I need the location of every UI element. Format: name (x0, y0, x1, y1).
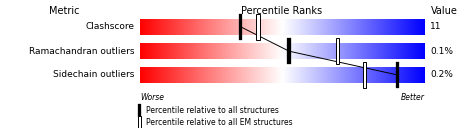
Text: Metric: Metric (49, 6, 79, 16)
Text: Worse: Worse (140, 93, 164, 102)
Text: 0.1%: 0.1% (430, 47, 453, 56)
Bar (138, 116, 141, 128)
Bar (239, 14, 243, 40)
Bar (336, 38, 339, 64)
Text: Clashscore: Clashscore (85, 22, 134, 31)
Text: Ramachandran outliers: Ramachandran outliers (28, 47, 134, 56)
Text: 11: 11 (430, 22, 441, 31)
Text: Value: Value (430, 6, 457, 16)
Bar (363, 62, 366, 88)
Bar (287, 38, 291, 64)
Text: Percentile relative to all EM structures: Percentile relative to all EM structures (146, 118, 293, 127)
Text: Percentile relative to all structures: Percentile relative to all structures (146, 106, 279, 115)
Text: Percentile Ranks: Percentile Ranks (241, 6, 323, 16)
Bar (395, 62, 399, 88)
Text: Better: Better (401, 93, 424, 102)
Text: Sidechain outliers: Sidechain outliers (53, 70, 134, 79)
Text: 0.2%: 0.2% (430, 70, 453, 79)
Bar (138, 104, 141, 117)
Bar (256, 14, 260, 40)
